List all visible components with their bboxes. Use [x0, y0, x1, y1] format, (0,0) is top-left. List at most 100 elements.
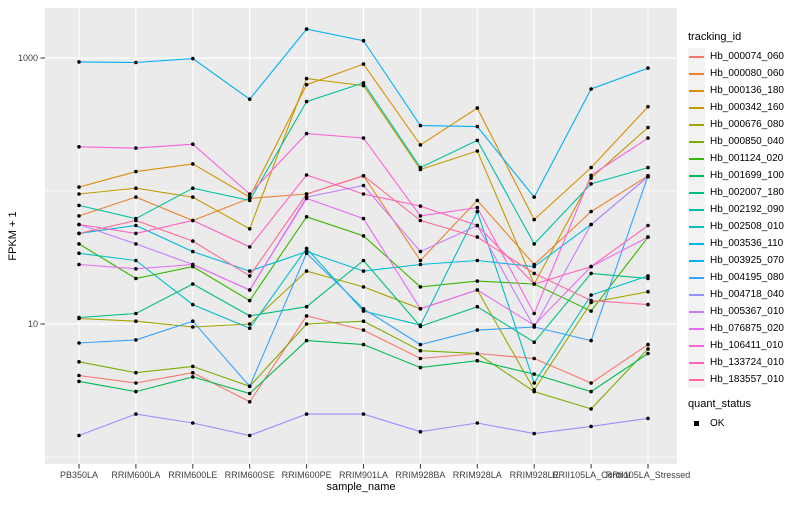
data-point: [304, 322, 309, 326]
data-point: [247, 198, 252, 203]
data-point: [361, 234, 366, 238]
legend-item-Hb_001124_020: Hb_001124_020: [688, 150, 798, 167]
data-point: [134, 276, 138, 281]
data-point: [589, 182, 593, 186]
legend-key-line-icon: [689, 157, 704, 160]
data-point: [304, 192, 309, 196]
data-point: [247, 391, 252, 396]
legend-item-label: Hb_003925_070: [710, 255, 784, 266]
data-point: [589, 209, 593, 214]
data-point: [475, 258, 480, 263]
legend-key-swatch: [688, 218, 705, 235]
data-point: [77, 203, 81, 208]
data-point: [191, 262, 195, 267]
x-tick-label: RRIM600PE: [282, 470, 332, 480]
data-point: [191, 325, 195, 329]
data-point: [247, 274, 252, 278]
legend-key-line-icon: [689, 174, 704, 177]
data-point: [361, 192, 366, 196]
data-point: [191, 195, 195, 199]
data-point: [646, 136, 650, 140]
data-point: [418, 348, 423, 353]
legend-key-line-icon: [689, 72, 704, 75]
data-point: [247, 269, 252, 273]
data-point: [247, 400, 252, 404]
data-point: [77, 433, 81, 438]
y-tick-label: 10: [28, 319, 38, 329]
data-point: [304, 27, 309, 31]
data-point: [418, 285, 423, 289]
legend-key-line-icon: [689, 225, 704, 228]
data-point: [418, 356, 423, 361]
panel-background: [45, 8, 677, 464]
legend-key-line-icon: [689, 361, 704, 364]
data-point: [475, 106, 480, 110]
data-point: [134, 218, 138, 223]
data-point: [532, 195, 536, 199]
data-point: [77, 242, 81, 246]
data-point: [191, 249, 195, 254]
data-point: [475, 198, 480, 203]
legend-key-line-icon: [689, 378, 704, 381]
data-point: [191, 319, 195, 324]
data-point: [304, 196, 309, 201]
x-tick-label: RRII105LA_Stressed: [606, 470, 691, 480]
legend-item-Hb_076875_020: Hb_076875_020: [688, 320, 798, 337]
data-point: [247, 192, 252, 196]
legend-item-Hb_004195_080: Hb_004195_080: [688, 269, 798, 286]
data-point: [532, 217, 536, 222]
data-point: [134, 169, 138, 174]
data-point: [77, 315, 81, 320]
data-point: [589, 389, 593, 394]
data-point: [134, 195, 138, 199]
data-point: [191, 302, 195, 307]
data-point: [589, 338, 593, 343]
data-point: [646, 416, 650, 421]
legend-key-swatch: [688, 65, 705, 82]
data-point: [475, 421, 480, 425]
data-point: [361, 216, 366, 221]
data-point: [134, 319, 138, 324]
data-point: [191, 142, 195, 146]
x-tick-label: RRIM600LA: [111, 470, 160, 480]
legend-key-line-icon: [689, 89, 704, 92]
data-point: [134, 258, 138, 263]
legend-key-swatch: [688, 201, 705, 218]
data-point: [191, 218, 195, 223]
data-point: [532, 431, 536, 436]
legend-key-swatch: [688, 48, 705, 65]
legend-key-line-icon: [689, 123, 704, 126]
data-point: [418, 214, 423, 218]
legend-item-label: Hb_183557_010: [710, 374, 784, 385]
data-point: [532, 356, 536, 361]
data-point: [475, 209, 480, 214]
data-point: [134, 60, 138, 65]
data-point: [646, 125, 650, 130]
data-point: [646, 276, 650, 281]
legend-item-label: Hb_000136_180: [710, 85, 784, 96]
data-point: [304, 215, 309, 219]
data-point: [589, 87, 593, 91]
data-point: [418, 307, 423, 311]
data-point: [418, 123, 423, 128]
legend-item-Hb_000676_080: Hb_000676_080: [688, 116, 798, 133]
data-point: [475, 358, 480, 363]
data-point: [77, 214, 81, 218]
data-point: [77, 360, 81, 364]
legend-item-label: Hb_000676_080: [710, 119, 784, 130]
data-point: [475, 205, 480, 210]
data-point: [247, 298, 252, 303]
legend-key-line-icon: [689, 208, 704, 211]
legend-title-quant-status: quant_status: [688, 398, 751, 410]
legend-item-Hb_000342_160: Hb_000342_160: [688, 99, 798, 116]
data-point: [475, 351, 480, 356]
black-square-point-icon: [694, 421, 699, 426]
data-point: [191, 186, 195, 190]
data-point: [247, 433, 252, 438]
data-point: [475, 328, 480, 332]
legend-item-Hb_000136_180: Hb_000136_180: [688, 82, 798, 99]
legend-item-Hb_003536_110: Hb_003536_110: [688, 235, 798, 252]
data-point: [134, 370, 138, 375]
data-point: [304, 246, 309, 251]
